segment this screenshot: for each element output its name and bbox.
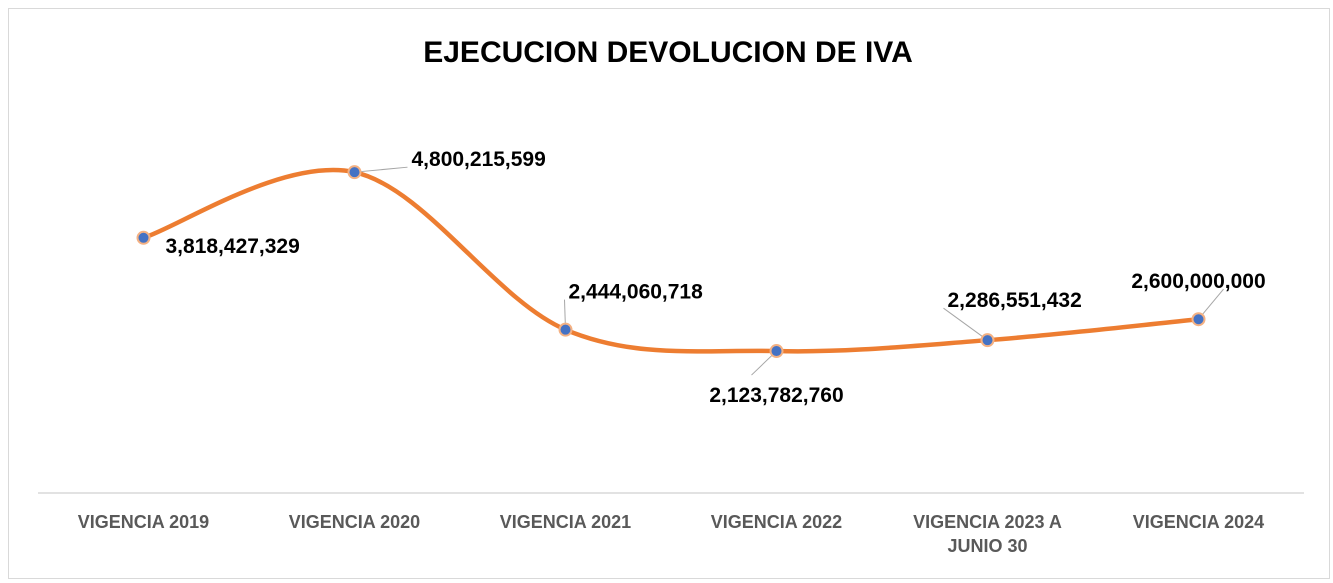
leader-line (354, 166, 408, 173)
marker (136, 230, 151, 245)
x-tick-label: VIGENCIA 2020 (288, 512, 421, 532)
data-label: 4,800,215,599 (412, 148, 546, 171)
data-label: 2,444,060,718 (569, 281, 704, 304)
leader-line (943, 307, 988, 341)
x-tick-label: VIGENCIA 2024 (1132, 512, 1265, 532)
data-label: 2,286,551,432 (948, 289, 1082, 312)
chart-border (8, 8, 1330, 579)
x-tick-label: VIGENCIA 2019 (77, 512, 210, 532)
x-tick-label: VIGENCIA 2022 (710, 512, 843, 532)
chart-title: EJECUCION DEVOLUCION DE IVA (423, 36, 913, 69)
data-label: 2,123,782,760 (709, 384, 843, 407)
x-tick-label: VIGENCIA 2023 A JUNIO 30 (913, 512, 1062, 556)
series-line (142, 167, 1199, 354)
x-tick-label: VIGENCIA 2021 (499, 512, 632, 532)
marker (769, 344, 784, 359)
marker (347, 165, 362, 180)
data-label: 3,818,427,329 (166, 235, 300, 258)
data-label: 2,600,000,000 (1131, 270, 1265, 293)
marker (1191, 312, 1206, 327)
marker (980, 333, 995, 348)
marker (558, 322, 573, 337)
